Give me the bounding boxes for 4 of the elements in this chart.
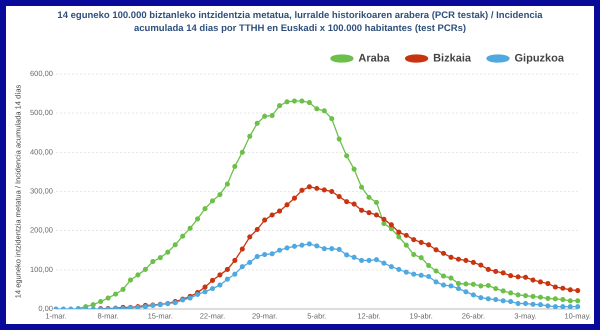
chart-title: 14 eguneko 100.000 biztanleko intzidentzia metatua, lurralde historikoaren arabera (PCR testak) / Incidencia acumulada 14 dias por TTHH en Euskadi x 100.000 habitantes (test PCRs) [56,9,544,36]
legend-label: Gipuzkoa [514,52,565,65]
legend-label: Araba [358,52,390,65]
legend-label: Bizkaia [433,52,472,65]
